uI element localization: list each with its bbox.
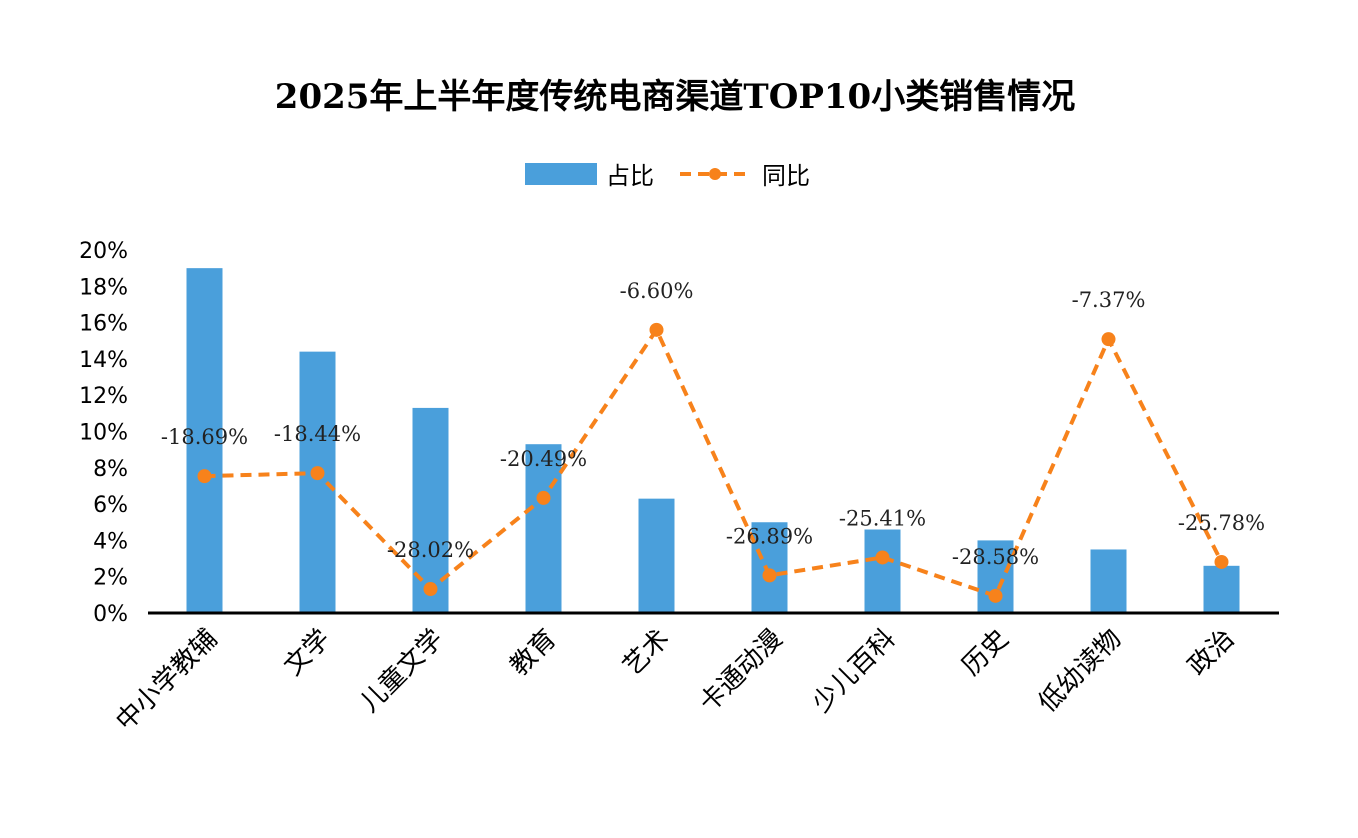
bar — [638, 498, 675, 613]
yoy-point — [875, 550, 890, 565]
yoy-point — [1214, 554, 1229, 569]
yoy-data-label: -6.60% — [620, 279, 694, 303]
y-tick-label: 16% — [79, 312, 128, 337]
yoy-data-label: -28.58% — [952, 545, 1039, 569]
yoy-point — [536, 490, 551, 505]
yoy-data-label: -18.44% — [274, 422, 361, 446]
yoy-point — [423, 582, 438, 597]
yoy-data-label: -28.02% — [387, 538, 474, 562]
y-tick-label: 20% — [79, 239, 128, 264]
x-category-label: 少儿百科 — [807, 624, 902, 719]
yoy-point — [310, 466, 325, 481]
yoy-point — [762, 568, 777, 583]
y-tick-label: 4% — [93, 529, 128, 554]
legend-swatch-bar — [525, 163, 597, 185]
bar — [864, 529, 901, 613]
x-category-label: 艺术 — [617, 624, 675, 682]
y-tick-label: 0% — [93, 602, 128, 627]
x-category-label: 中小学教辅 — [110, 624, 223, 737]
yoy-data-label: -25.41% — [839, 506, 926, 530]
y-tick-label: 8% — [93, 457, 128, 482]
y-tick-label: 2% — [93, 566, 128, 591]
yoy-point — [197, 469, 212, 484]
bars — [186, 268, 1240, 613]
legend: 占比 同比 — [525, 162, 810, 190]
bar — [1090, 549, 1127, 613]
y-tick-label: 6% — [93, 493, 128, 518]
bar — [186, 268, 223, 613]
y-tick-label: 18% — [79, 275, 128, 300]
x-axis-categories: 中小学教辅 文学 儿童文学 教育 艺术 卡通动漫 少儿百科 历史 低幼读物 政治 — [110, 624, 1240, 737]
x-category-label: 文学 — [278, 624, 336, 682]
x-category-label: 儿童文学 — [355, 624, 450, 719]
legend-label-bar: 占比 — [606, 162, 654, 190]
yoy-data-label: -18.69% — [161, 425, 248, 449]
yoy-point — [649, 322, 664, 337]
bar — [299, 351, 336, 613]
bar — [525, 444, 562, 613]
y-tick-label: 12% — [79, 384, 128, 409]
y-axis-ticks: 0% 2% 4% 6% 8% 10% 12% 14% 16% 18% 20% — [79, 239, 128, 627]
legend-label-line: 同比 — [762, 162, 810, 190]
yoy-data-label: -25.78% — [1178, 511, 1265, 535]
y-tick-label: 10% — [79, 421, 128, 446]
yoy-data-label: -26.89% — [726, 524, 813, 548]
x-category-label: 低幼读物 — [1033, 624, 1128, 719]
data-labels: -18.69% -18.44% -28.02% -20.49% -6.60% -26.89… — [161, 279, 1265, 569]
yoy-data-label: -7.37% — [1072, 288, 1146, 312]
yoy-point — [1101, 332, 1116, 347]
yoy-line-path — [204, 325, 1224, 599]
x-category-label: 历史 — [956, 624, 1014, 682]
yoy-line — [197, 322, 1229, 603]
yoy-data-label: -20.49% — [500, 447, 587, 471]
x-category-label: 卡通动漫 — [694, 624, 789, 719]
x-category-label: 教育 — [504, 624, 562, 682]
yoy-point — [988, 588, 1003, 603]
bar — [1203, 565, 1240, 613]
chart-title: 2025年上半年度传统电商渠道TOP10小类销售情况 — [275, 77, 1075, 117]
x-category-label: 政治 — [1182, 624, 1240, 682]
bar — [751, 522, 788, 613]
y-tick-label: 14% — [79, 348, 128, 373]
legend-marker-line — [709, 168, 721, 180]
